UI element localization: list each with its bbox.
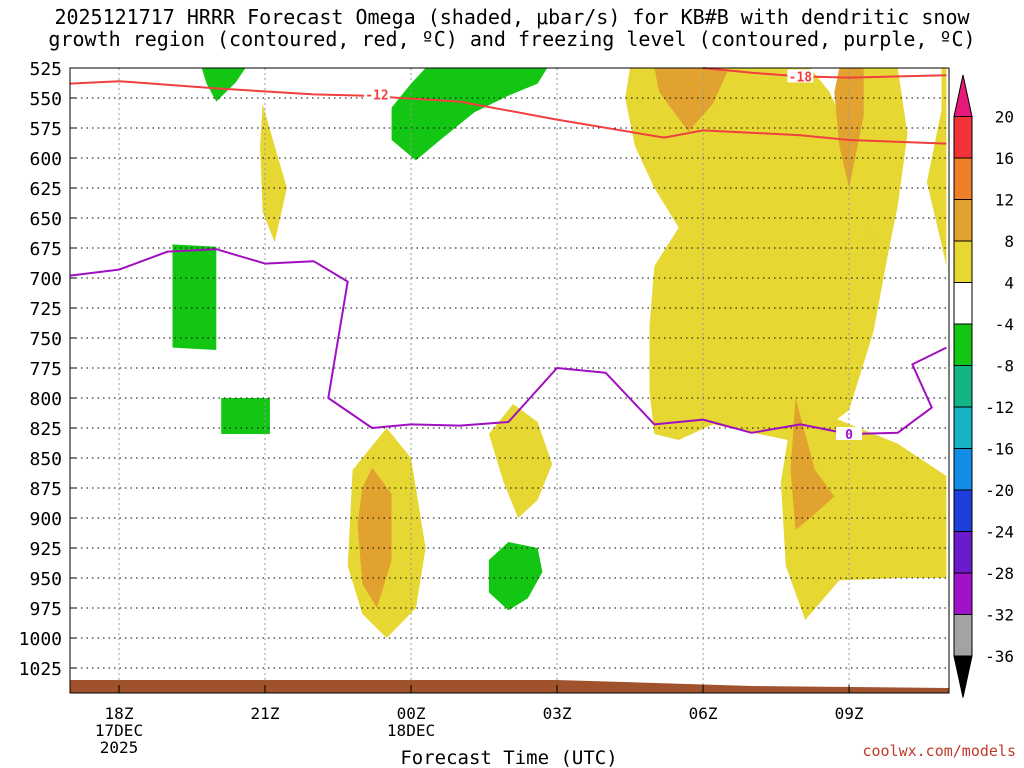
contour-0 <box>69 248 947 435</box>
colorbar-bin-6 <box>953 323 973 366</box>
colorbar-bin-8 <box>953 406 973 449</box>
contour-label--12: -12 <box>365 88 388 103</box>
y-tick-label-850: 850 <box>29 449 62 470</box>
y-tick-label-750: 750 <box>29 329 62 350</box>
y-tick-label-600: 600 <box>29 149 62 170</box>
colorbar-label-13: -36 <box>985 647 1014 666</box>
omega-colorbar: 20 16 12 8 4 -4 -8 -12 -16 -20 -24 -28 -32 -36 <box>953 74 1014 698</box>
terrain-fill <box>70 680 949 693</box>
y-tick-label-875: 875 <box>29 479 62 500</box>
colorbar-label-6: -8 <box>995 357 1014 376</box>
omega-region-7 <box>654 68 728 132</box>
omega-region-0 <box>625 68 888 444</box>
contour-label-0: 0 <box>845 428 853 443</box>
colorbar-label-8: -16 <box>985 440 1014 459</box>
plot-frame <box>69 67 950 694</box>
omega-region-10 <box>790 398 835 530</box>
x-tick-label-33-0: 09Z <box>835 704 864 723</box>
title-line-1: 2025121717 HRRR Forecast Omega (shaded, … <box>54 5 970 29</box>
y-axis: 525 550 575 600 625 650 675 700 725 750 775 800 825 8… <box>19 59 76 680</box>
colorbar-arrow-bottom <box>953 655 973 698</box>
omega-region-6 <box>488 404 553 518</box>
x-tick-label-18-0: 18Z <box>105 704 134 723</box>
omega-region-14 <box>221 398 270 434</box>
terrain-layer <box>70 680 949 693</box>
omega-region-9 <box>357 467 392 608</box>
colorbar-bin-13 <box>953 614 973 657</box>
colorbar-bin-5 <box>953 282 973 325</box>
colorbar-label-9: -20 <box>985 481 1014 500</box>
y-tick-label-950: 950 <box>29 569 62 590</box>
colorbar-label-11: -28 <box>985 564 1014 583</box>
y-tick-label-825: 825 <box>29 419 62 440</box>
colorbar-label-3: 8 <box>1004 232 1014 251</box>
colorbar-bin-9 <box>953 448 973 491</box>
contour--12 <box>69 80 947 145</box>
title-line-2: growth region (contoured, red, ºC) and f… <box>48 27 976 51</box>
y-tick-label-800: 800 <box>29 389 62 410</box>
colorbar-label-1: 16 <box>995 149 1014 168</box>
colorbar-bin-7 <box>953 365 973 408</box>
contour-label-bg-2 <box>836 427 863 440</box>
omega-region-11 <box>201 68 246 102</box>
credit-label: coolwx.com/models <box>862 742 1016 760</box>
omega-region-13 <box>172 244 217 350</box>
colorbar-label-4: 4 <box>1004 274 1014 293</box>
colorbar-label-10: -24 <box>985 523 1014 542</box>
chart-title: 2025121717 HRRR Forecast Omega (shaded, … <box>0 6 1024 50</box>
omega-region-15 <box>488 542 543 611</box>
colorbar-label-5: -4 <box>995 315 1014 334</box>
y-tick-label-775: 775 <box>29 359 62 380</box>
colorbar-bin-4 <box>953 240 973 283</box>
y-tick-label-625: 625 <box>29 179 62 200</box>
colorbar-label-0: 20 <box>995 108 1014 127</box>
y-tick-label-925: 925 <box>29 539 62 560</box>
x-tick-label-24-0: 00Z <box>397 704 426 723</box>
colorbar-bin-3 <box>953 199 973 242</box>
x-tick-label-30-0: 06Z <box>689 704 718 723</box>
colorbar-bin-2 <box>953 157 973 200</box>
contour-label-bg-0 <box>363 87 390 101</box>
contour-label--18: -18 <box>789 70 813 85</box>
contour-layer: -12 -18 0 <box>69 67 947 443</box>
colorbar-bin-1 <box>953 116 973 159</box>
grid-lines <box>70 68 949 693</box>
y-tick-label-550: 550 <box>29 89 62 110</box>
omega-shading-layer <box>172 68 947 638</box>
y-tick-label-525: 525 <box>29 59 62 80</box>
colorbar-label-7: -12 <box>985 398 1014 417</box>
y-tick-label-725: 725 <box>29 299 62 320</box>
x-axis-label: Forecast Time (UTC) <box>400 747 617 768</box>
y-tick-label-700: 700 <box>29 269 62 290</box>
x-tick-label-27-0: 03Z <box>543 704 572 723</box>
y-tick-label-575: 575 <box>29 119 62 140</box>
x-tick-label-18-2: 2025 <box>100 738 139 757</box>
colorbar-bin-12 <box>953 572 973 615</box>
y-tick-label-975: 975 <box>29 599 62 620</box>
colorbar-label-12: -32 <box>985 606 1014 625</box>
y-tick-label-1000: 1000 <box>19 629 62 650</box>
contour-label-bg-1 <box>787 69 814 83</box>
x-tick-label-18-1: 17DEC <box>95 721 143 740</box>
x-tick-label-21-0: 21Z <box>251 704 280 723</box>
y-tick-label-675: 675 <box>29 239 62 260</box>
colorbar-bin-11 <box>953 531 973 574</box>
x-tick-label-24-1: 18DEC <box>387 721 435 740</box>
omega-region-3 <box>926 68 947 266</box>
colorbar-label-2: 12 <box>995 191 1014 210</box>
omega-region-12 <box>391 68 548 161</box>
y-tick-label-1025: 1025 <box>19 659 62 680</box>
y-tick-label-900: 900 <box>29 509 62 530</box>
y-tick-label-650: 650 <box>29 209 62 230</box>
colorbar-arrow-top <box>953 74 973 117</box>
omega-region-1 <box>780 416 947 620</box>
colorbar-bin-10 <box>953 489 973 532</box>
omega-region-4 <box>260 104 287 242</box>
